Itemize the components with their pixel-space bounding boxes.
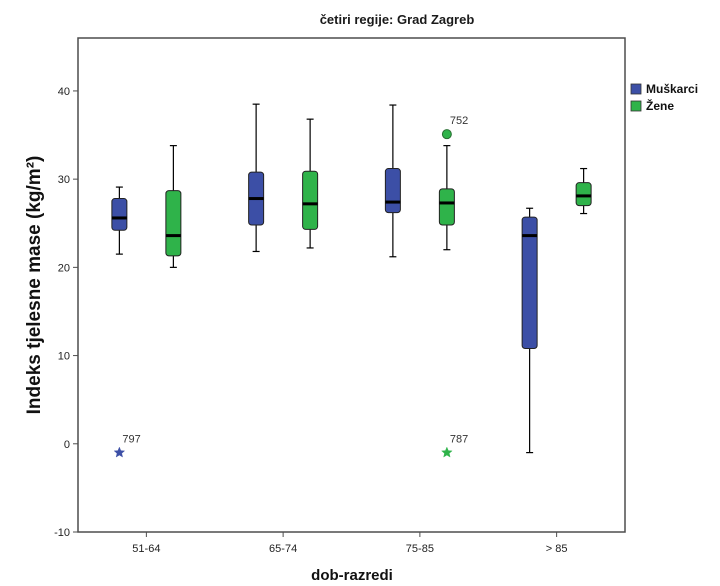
box-iqr [521,216,538,350]
y-axis-label: Indeks tjelesne mase (kg/m²) [24,156,45,415]
y-tick-label: 0 [64,439,70,451]
box-iqr [575,182,592,207]
outliers-layer: 797 752 787 [113,115,468,458]
plot-area [77,37,626,533]
legend-label: Žene [646,98,674,113]
outlier-star [113,446,126,458]
x-tick-label: 65-74 [269,543,297,555]
box-muskarci [248,103,265,253]
y-tick-label: -10 [54,527,70,539]
outlier-circle [441,129,452,140]
legend: Muškarci Žene [630,82,698,113]
y-axis: -10 0 10 20 30 40 [54,86,78,539]
outlier-label: 752 [450,115,468,127]
outlier-label: 787 [450,434,468,446]
box-iqr [111,198,128,231]
legend-swatch [630,83,642,95]
x-axis: 51-64 65-74 75-85 > 85 [132,532,567,555]
x-axis-label: dob-razredi [311,567,393,584]
chart-title: četiri regije: Grad Zagreb [320,12,475,27]
box-iqr [165,190,182,257]
box-zene [302,118,319,249]
y-tick-label: 40 [58,86,70,98]
box-iqr [438,188,455,226]
box-zene [438,145,455,251]
y-tick-label: 20 [58,262,70,274]
box-muskarci [521,207,538,454]
legend-swatch [630,100,642,112]
y-tick-label: 30 [58,174,70,186]
x-tick-label: 75-85 [406,543,434,555]
x-tick-label: 51-64 [132,543,160,555]
box-iqr [302,170,319,230]
outlier-label: 797 [122,434,140,446]
box-muskarci [384,104,401,258]
box-zene [575,167,592,215]
box-zene [165,145,182,268]
y-tick-label: 10 [58,351,70,363]
legend-label: Muškarci [646,82,698,96]
boxes-layer [111,103,592,454]
box-iqr [384,168,401,214]
x-tick-label: > 85 [546,543,568,555]
box-muskarci [111,186,128,255]
outlier-star [441,446,453,458]
